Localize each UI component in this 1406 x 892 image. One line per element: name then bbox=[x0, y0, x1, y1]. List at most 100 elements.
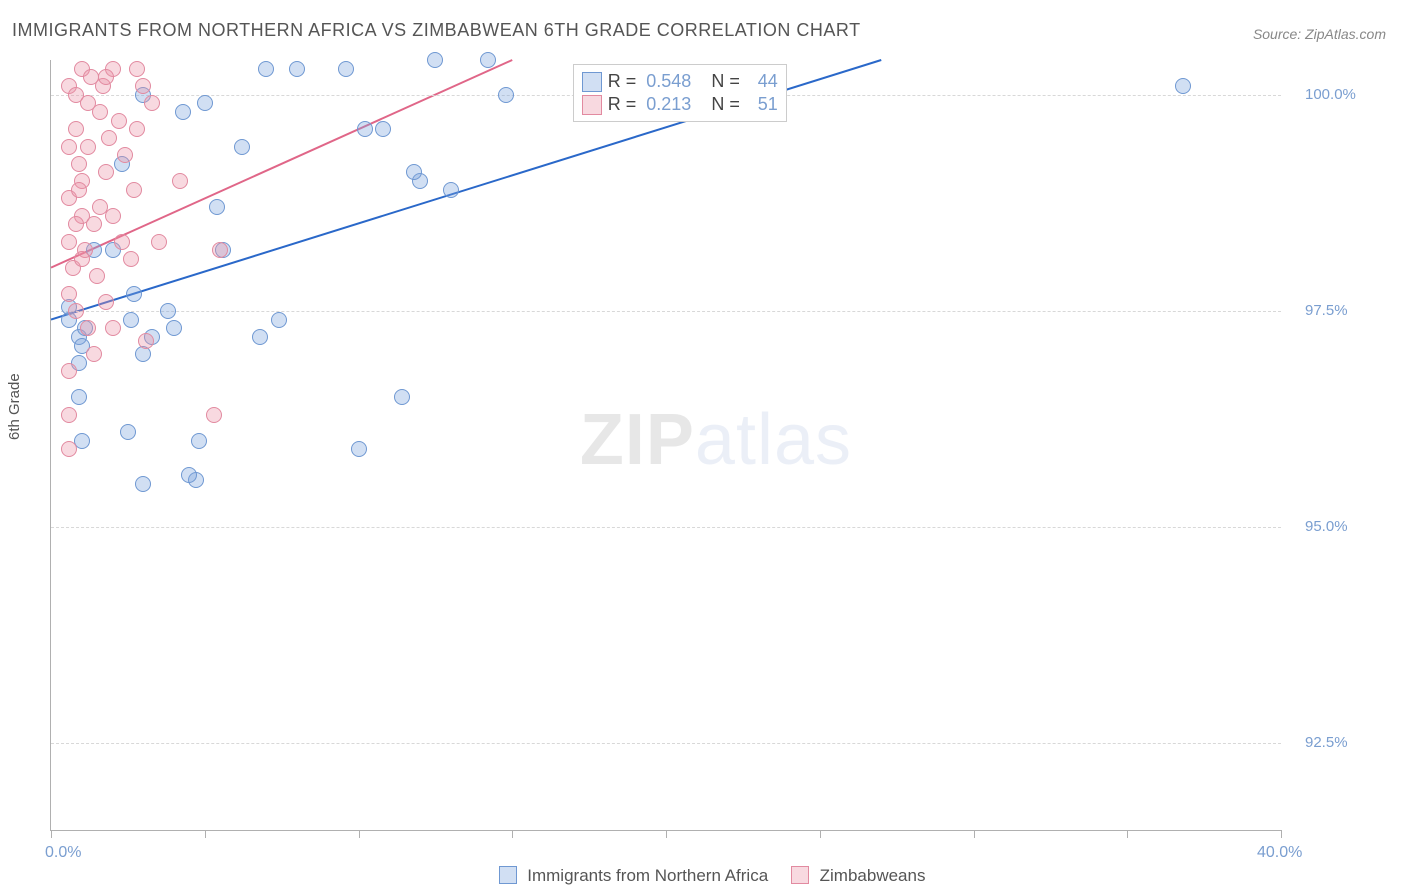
scatter-point-zimbabweans bbox=[105, 320, 121, 336]
xtick-label: 0.0% bbox=[45, 844, 81, 862]
ytick-label: 92.5% bbox=[1305, 734, 1348, 751]
scatter-point-northern-africa bbox=[480, 52, 496, 68]
legend-R-value: 0.548 bbox=[646, 71, 691, 92]
scatter-point-zimbabweans bbox=[172, 173, 188, 189]
series-legend: Immigrants from Northern Africa Zimbabwe… bbox=[0, 866, 1406, 886]
xtick bbox=[512, 830, 513, 838]
scatter-point-zimbabweans bbox=[101, 130, 117, 146]
scatter-point-zimbabweans bbox=[98, 294, 114, 310]
scatter-point-northern-africa bbox=[271, 312, 287, 328]
scatter-point-zimbabweans bbox=[71, 156, 87, 172]
xtick bbox=[51, 830, 52, 838]
legend-N-label: N = bbox=[711, 71, 740, 92]
scatter-point-zimbabweans bbox=[86, 346, 102, 362]
legend-R-value: 0.213 bbox=[646, 94, 691, 115]
xtick-label: 40.0% bbox=[1257, 844, 1302, 862]
legend-swatch bbox=[582, 72, 602, 92]
legend-row-zimbabweans: R =0.213N =51 bbox=[582, 94, 778, 115]
scatter-point-zimbabweans bbox=[71, 182, 87, 198]
scatter-point-northern-africa bbox=[234, 139, 250, 155]
scatter-point-northern-africa bbox=[338, 61, 354, 77]
scatter-point-zimbabweans bbox=[89, 268, 105, 284]
scatter-point-zimbabweans bbox=[212, 242, 228, 258]
scatter-point-northern-africa bbox=[394, 389, 410, 405]
scatter-point-zimbabweans bbox=[98, 69, 114, 85]
scatter-point-zimbabweans bbox=[92, 104, 108, 120]
scatter-point-zimbabweans bbox=[138, 333, 154, 349]
legend-R-label: R = bbox=[608, 71, 637, 92]
scatter-point-zimbabweans bbox=[61, 441, 77, 457]
scatter-point-zimbabweans bbox=[151, 234, 167, 250]
scatter-point-zimbabweans bbox=[74, 251, 90, 267]
scatter-point-northern-africa bbox=[197, 95, 213, 111]
scatter-point-zimbabweans bbox=[206, 407, 222, 423]
scatter-point-northern-africa bbox=[209, 199, 225, 215]
scatter-point-zimbabweans bbox=[105, 208, 121, 224]
scatter-point-northern-africa bbox=[71, 389, 87, 405]
scatter-point-zimbabweans bbox=[111, 113, 127, 129]
scatter-point-northern-africa bbox=[1175, 78, 1191, 94]
scatter-point-northern-africa bbox=[181, 467, 197, 483]
gridline bbox=[51, 743, 1281, 744]
scatter-point-northern-africa bbox=[160, 303, 176, 319]
scatter-point-zimbabweans bbox=[129, 121, 145, 137]
chart-title: IMMIGRANTS FROM NORTHERN AFRICA VS ZIMBA… bbox=[12, 20, 861, 41]
legend-N-value: 44 bbox=[750, 71, 778, 92]
scatter-point-zimbabweans bbox=[61, 286, 77, 302]
xtick bbox=[1127, 830, 1128, 838]
gridline bbox=[51, 527, 1281, 528]
scatter-point-zimbabweans bbox=[61, 139, 77, 155]
legend-N-value: 51 bbox=[750, 94, 778, 115]
scatter-point-northern-africa bbox=[427, 52, 443, 68]
scatter-point-zimbabweans bbox=[144, 95, 160, 111]
xtick bbox=[974, 830, 975, 838]
scatter-point-northern-africa bbox=[406, 164, 422, 180]
scatter-point-zimbabweans bbox=[61, 407, 77, 423]
scatter-point-zimbabweans bbox=[80, 139, 96, 155]
scatter-point-zimbabweans bbox=[114, 234, 130, 250]
scatter-point-zimbabweans bbox=[68, 303, 84, 319]
scatter-point-zimbabweans bbox=[80, 320, 96, 336]
scatter-point-northern-africa bbox=[357, 121, 373, 137]
scatter-point-northern-africa bbox=[120, 424, 136, 440]
scatter-point-northern-africa bbox=[252, 329, 268, 345]
scatter-point-northern-africa bbox=[258, 61, 274, 77]
scatter-point-zimbabweans bbox=[123, 251, 139, 267]
scatter-point-zimbabweans bbox=[61, 363, 77, 379]
scatter-point-zimbabweans bbox=[61, 234, 77, 250]
scatter-point-northern-africa bbox=[135, 476, 151, 492]
ytick-label: 97.5% bbox=[1305, 302, 1348, 319]
scatter-point-northern-africa bbox=[123, 312, 139, 328]
legend-swatch-1 bbox=[499, 866, 517, 884]
xtick bbox=[1281, 830, 1282, 838]
scatter-point-zimbabweans bbox=[68, 216, 84, 232]
ytick-label: 95.0% bbox=[1305, 518, 1348, 535]
legend-row-northern-africa: R = 0.548 N = 44 bbox=[582, 71, 778, 92]
chart-container: IMMIGRANTS FROM NORTHERN AFRICA VS ZIMBA… bbox=[0, 0, 1406, 892]
ytick-label: 100.0% bbox=[1305, 86, 1356, 103]
source-attribution: Source: ZipAtlas.com bbox=[1253, 26, 1386, 42]
xtick bbox=[359, 830, 360, 838]
legend-label-1: Immigrants from Northern Africa bbox=[527, 866, 768, 885]
y-axis-label: 6th Grade bbox=[6, 373, 23, 440]
scatter-point-northern-africa bbox=[191, 433, 207, 449]
correlation-legend: R = 0.548 N = 44R =0.213N =51 bbox=[573, 64, 787, 122]
gridline bbox=[51, 311, 1281, 312]
scatter-point-zimbabweans bbox=[117, 147, 133, 163]
scatter-point-northern-africa bbox=[289, 61, 305, 77]
scatter-point-zimbabweans bbox=[135, 78, 151, 94]
scatter-point-zimbabweans bbox=[126, 182, 142, 198]
scatter-point-zimbabweans bbox=[98, 164, 114, 180]
scatter-point-northern-africa bbox=[175, 104, 191, 120]
legend-swatch bbox=[582, 95, 602, 115]
scatter-point-zimbabweans bbox=[86, 216, 102, 232]
scatter-point-zimbabweans bbox=[129, 61, 145, 77]
xtick bbox=[820, 830, 821, 838]
scatter-point-zimbabweans bbox=[68, 121, 84, 137]
scatter-point-northern-africa bbox=[166, 320, 182, 336]
plot-area: ZIPatlas 92.5%95.0%97.5%100.0%0.0%40.0% bbox=[50, 60, 1281, 831]
legend-swatch-2 bbox=[791, 866, 809, 884]
scatter-point-northern-africa bbox=[375, 121, 391, 137]
xtick bbox=[666, 830, 667, 838]
trend-lines-layer bbox=[51, 60, 1281, 830]
